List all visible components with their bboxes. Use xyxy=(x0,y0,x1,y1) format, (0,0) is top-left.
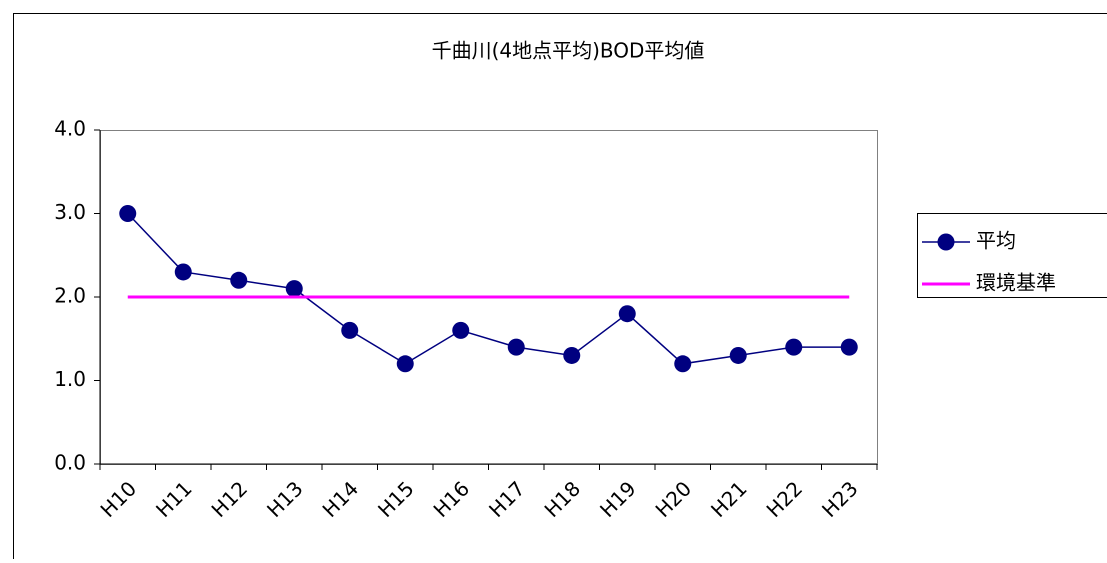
data-point xyxy=(119,205,136,222)
y-tick-label: 1.0 xyxy=(54,367,86,391)
y-tick-label: 0.0 xyxy=(54,451,86,475)
y-tick-label: 3.0 xyxy=(54,200,86,224)
data-point xyxy=(563,347,580,364)
data-point xyxy=(286,280,303,297)
y-tick-label: 2.0 xyxy=(54,284,86,308)
data-point xyxy=(841,339,858,356)
data-point xyxy=(785,339,802,356)
legend-label: 環境基準 xyxy=(976,271,1056,295)
data-point xyxy=(619,305,636,322)
y-tick-label: 4.0 xyxy=(54,117,86,141)
data-point xyxy=(230,272,247,289)
data-point xyxy=(175,263,192,280)
data-point xyxy=(508,339,525,356)
legend-marker xyxy=(938,234,955,251)
data-point xyxy=(674,355,691,372)
data-point xyxy=(397,355,414,372)
data-point xyxy=(730,347,747,364)
data-point xyxy=(341,322,358,339)
chart-title: 千曲川(4地点平均)BOD平均値 xyxy=(432,39,705,63)
legend-label: 平均 xyxy=(976,229,1016,253)
data-point xyxy=(452,322,469,339)
